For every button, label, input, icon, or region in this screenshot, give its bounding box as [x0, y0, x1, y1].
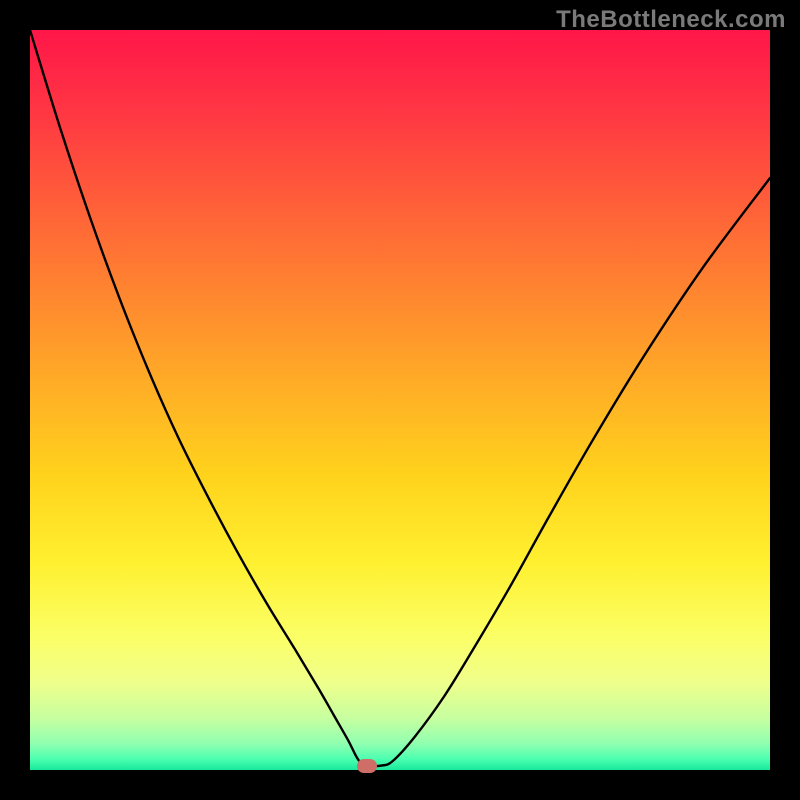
chart-container: TheBottleneck.com: [0, 0, 800, 800]
curve-svg: [30, 30, 770, 770]
bottleneck-curve: [30, 30, 770, 766]
optimal-point-marker: [357, 759, 377, 773]
watermark-text: TheBottleneck.com: [556, 6, 786, 34]
